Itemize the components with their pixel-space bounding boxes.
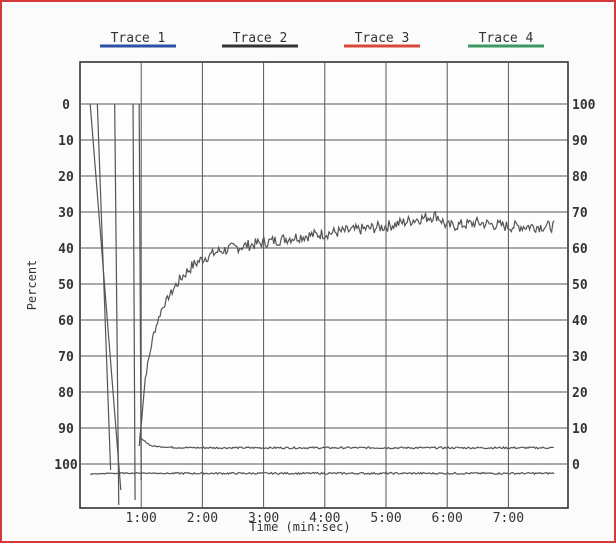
y-left-tick-label: 90 xyxy=(58,422,74,437)
legend: Trace 1 Trace 2 Trace 3 Trace 4 xyxy=(100,31,544,48)
y-left-tick-label: 100 xyxy=(54,458,78,473)
y-left-tick-label: 0 xyxy=(62,98,70,113)
y-right-tick-label: 50 xyxy=(572,278,588,293)
startup-spikes xyxy=(89,103,142,506)
series-line xyxy=(140,437,554,450)
y-right-tick-label: 10 xyxy=(572,422,588,437)
x-axis-label: Time (min:sec) xyxy=(249,520,350,534)
series-layer xyxy=(89,210,555,476)
legend-label: Trace 3 xyxy=(355,31,410,46)
x-tick-label: 3:00 xyxy=(248,511,279,526)
legend-item: Trace 2 xyxy=(222,31,298,48)
x-tick-label: 5:00 xyxy=(370,511,401,526)
y-left-tick-label: 30 xyxy=(58,206,74,221)
y-right-tick-label: 100 xyxy=(572,98,596,113)
x-tick-label: 2:00 xyxy=(187,511,218,526)
spike-line xyxy=(114,103,120,506)
x-tick-label: 7:00 xyxy=(493,511,524,526)
legend-item: Trace 1 xyxy=(100,31,176,48)
legend-item: Trace 4 xyxy=(468,31,544,48)
y-right-tick-label: 30 xyxy=(572,350,588,365)
legend-label: Trace 1 xyxy=(111,31,166,46)
spike-line xyxy=(89,103,122,491)
y-axis-label: Percent xyxy=(25,260,39,311)
series-line xyxy=(89,471,555,476)
y-right-tick-label: 80 xyxy=(572,170,588,185)
y-left-tick-label: 60 xyxy=(58,314,74,329)
spike-line xyxy=(138,103,142,481)
legend-label: Trace 2 xyxy=(233,31,288,46)
y-right-tick-label: 70 xyxy=(572,206,588,221)
spike-line xyxy=(96,103,112,471)
y-right-tick-label: 60 xyxy=(572,242,588,257)
spike-line xyxy=(132,103,136,501)
y-left-tick-label: 20 xyxy=(58,170,74,185)
y-left-tick-label: 70 xyxy=(58,350,74,365)
x-tick-label: 1:00 xyxy=(126,511,157,526)
y-left-tick-label: 40 xyxy=(58,242,74,257)
axis-layer: 0102030405060708090100100908070605040302… xyxy=(54,98,595,526)
y-right-tick-label: 20 xyxy=(572,386,588,401)
x-tick-label: 4:00 xyxy=(309,511,340,526)
y-left-tick-label: 50 xyxy=(58,278,74,293)
series-line xyxy=(138,210,555,447)
x-tick-label: 6:00 xyxy=(432,511,463,526)
y-right-tick-label: 40 xyxy=(572,314,588,329)
y-right-tick-label: 90 xyxy=(572,134,588,149)
plot-area xyxy=(79,61,569,509)
y-left-tick-label: 80 xyxy=(58,386,74,401)
legend-item: Trace 3 xyxy=(344,31,420,48)
y-left-tick-label: 10 xyxy=(58,134,74,149)
legend-label: Trace 4 xyxy=(479,31,534,46)
grid-layer xyxy=(79,61,569,509)
y-right-tick-label: 0 xyxy=(572,458,580,473)
